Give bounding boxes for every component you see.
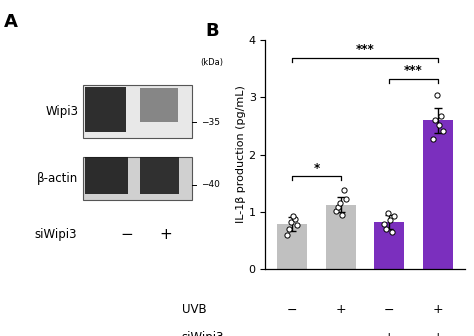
Text: +: + xyxy=(336,303,346,317)
Text: siWipi3: siWipi3 xyxy=(182,331,224,336)
Bar xyxy=(423,120,453,269)
Bar xyxy=(326,205,356,269)
Point xyxy=(340,187,347,193)
Text: −: − xyxy=(384,303,394,317)
Text: ***: *** xyxy=(404,65,423,77)
Point xyxy=(435,122,443,128)
Text: β-actin: β-actin xyxy=(37,172,79,185)
Text: (kDa): (kDa) xyxy=(201,58,224,68)
Text: A: A xyxy=(4,13,18,31)
Text: Wipi3: Wipi3 xyxy=(46,105,79,118)
Point xyxy=(429,136,437,141)
Point xyxy=(334,204,342,210)
Text: −: − xyxy=(336,331,346,336)
Point xyxy=(431,118,439,123)
Point xyxy=(336,200,344,206)
Point xyxy=(338,212,346,217)
Text: −40: −40 xyxy=(201,180,219,189)
Text: ***: *** xyxy=(356,43,374,56)
Bar xyxy=(139,88,178,122)
Point xyxy=(437,113,445,118)
Point xyxy=(381,221,388,227)
Point xyxy=(289,214,297,219)
Text: −35: −35 xyxy=(201,118,219,127)
Point xyxy=(287,219,295,225)
Point xyxy=(384,210,392,215)
Text: *: * xyxy=(313,162,319,174)
Bar xyxy=(85,157,128,194)
Point xyxy=(386,218,394,223)
Bar xyxy=(83,85,192,138)
Bar xyxy=(374,222,404,269)
Text: siWipi3: siWipi3 xyxy=(35,228,77,241)
Point xyxy=(285,226,293,232)
Point xyxy=(293,223,301,228)
Point xyxy=(283,232,291,237)
Text: +: + xyxy=(432,303,443,317)
Bar xyxy=(85,87,126,132)
Text: +: + xyxy=(432,331,443,336)
Point xyxy=(388,229,396,235)
Bar xyxy=(139,157,179,194)
Point xyxy=(390,214,398,219)
Point xyxy=(439,128,447,133)
Point xyxy=(291,216,299,221)
Point xyxy=(383,226,390,232)
Bar xyxy=(83,157,192,201)
Text: UVB: UVB xyxy=(182,303,207,317)
Text: −: − xyxy=(287,331,297,336)
Text: −: − xyxy=(120,227,133,242)
Point xyxy=(433,92,441,97)
Y-axis label: IL-1β production (pg/mL): IL-1β production (pg/mL) xyxy=(236,86,246,223)
Point xyxy=(332,208,340,213)
Text: B: B xyxy=(206,22,219,40)
Bar xyxy=(277,224,307,269)
Text: +: + xyxy=(384,331,394,336)
Point xyxy=(342,197,349,202)
Text: −: − xyxy=(287,303,297,317)
Text: +: + xyxy=(159,227,172,242)
